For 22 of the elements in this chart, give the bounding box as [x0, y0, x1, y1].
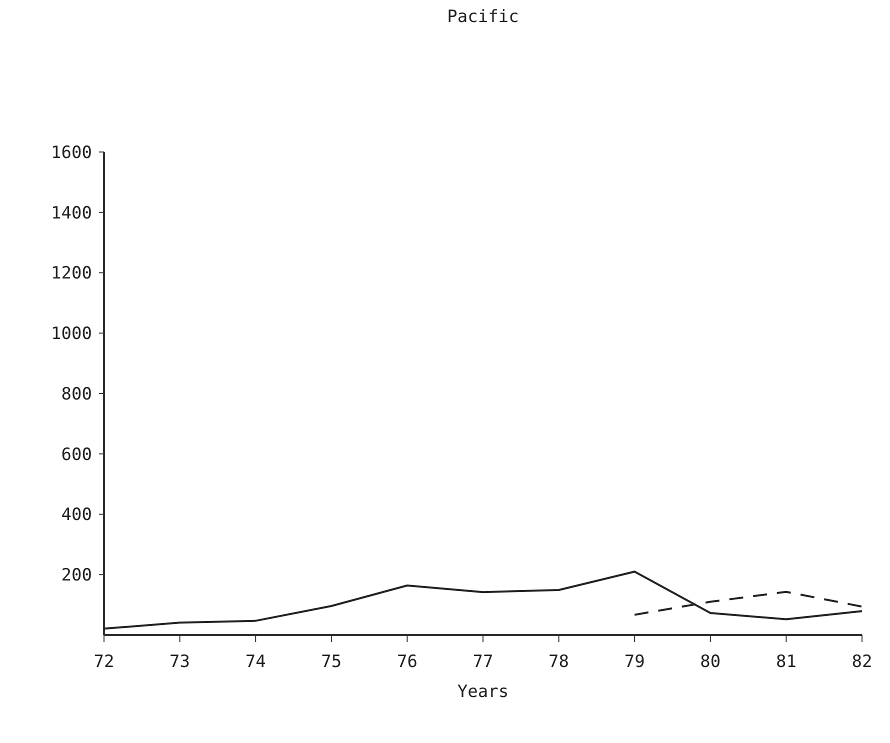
x-tick-label: 73: [170, 652, 190, 672]
line-series: [103, 570, 863, 630]
x-axis-title: Years: [457, 682, 509, 702]
x-tick-label: 72: [94, 652, 114, 672]
y-tick-label: 1600: [51, 142, 92, 163]
x-tick-label: 76: [396, 652, 418, 672]
y-tick-label: 800: [61, 384, 92, 404]
x-tick-label: 77: [472, 652, 494, 672]
y-tick-label: 1200: [51, 264, 92, 284]
x-tick-label: 75: [321, 652, 342, 672]
y-tick-label: 600: [61, 444, 92, 465]
x-tick-label: 80: [700, 652, 721, 672]
x-tick-label: 74: [245, 652, 266, 672]
y-tick-label: 1000: [51, 324, 92, 344]
y-tick-label: 400: [61, 505, 92, 526]
x-tick-label: 82: [852, 652, 872, 672]
chart-title: Pacific: [447, 7, 519, 27]
x-tick-label: 81: [776, 652, 796, 672]
x-tick-label: 79: [624, 652, 645, 672]
y-tick-label: 200: [61, 566, 92, 586]
x-tick-label: 78: [548, 652, 570, 672]
y-tick-label: 1400: [51, 203, 92, 224]
